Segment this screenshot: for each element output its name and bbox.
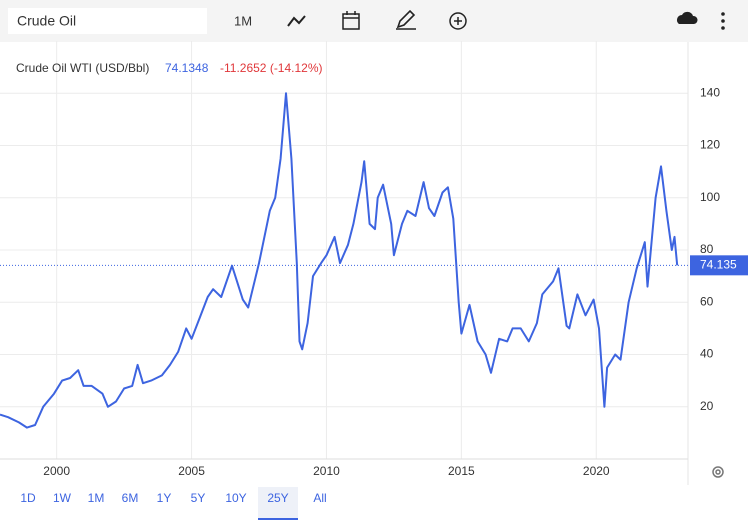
search-box[interactable] xyxy=(8,8,207,34)
menu-icon[interactable] xyxy=(721,12,725,30)
legend-price: 74.1348 xyxy=(165,61,209,75)
chart-type-icon[interactable] xyxy=(287,15,306,27)
last-value-box xyxy=(690,255,748,276)
interval-button[interactable]: 1M xyxy=(234,13,252,28)
y-tick-label: 80 xyxy=(700,242,714,256)
price-line xyxy=(0,92,679,429)
draw-icon[interactable] xyxy=(396,9,416,30)
range-button[interactable]: 1M xyxy=(88,491,105,505)
y-tick-label: 60 xyxy=(700,294,714,308)
legend-change: -11.2652 (-14.12%) xyxy=(220,61,323,75)
x-tick-label: 2005 xyxy=(178,464,205,478)
y-tick-label: 120 xyxy=(700,138,720,152)
legend-title: Crude Oil WTI (USD/Bbl) xyxy=(16,61,149,75)
settings-icon[interactable] xyxy=(712,466,724,478)
add-icon[interactable] xyxy=(449,12,467,30)
x-tick-label: 2010 xyxy=(313,464,340,478)
range-button[interactable]: 5Y xyxy=(191,491,206,505)
y-tick-label: 20 xyxy=(700,399,714,413)
range-button[interactable]: All xyxy=(313,491,326,505)
range-buttons: 1D 1W 1M 6M 1Y 5Y 10Y 25Y All xyxy=(20,487,327,520)
range-button[interactable]: 1D xyxy=(20,491,36,505)
last-value-label: 74.135 xyxy=(700,257,737,271)
range-button[interactable]: 1W xyxy=(53,491,72,505)
y-tick-label: 40 xyxy=(700,347,714,361)
range-button[interactable]: 1Y xyxy=(157,491,172,505)
range-button[interactable]: 10Y xyxy=(225,491,246,505)
range-button[interactable]: 25Y xyxy=(267,491,288,505)
x-tick-label: 2000 xyxy=(43,464,70,478)
y-tick-label: 140 xyxy=(700,85,720,99)
range-active-bg xyxy=(258,487,298,520)
search-text[interactable]: Crude Oil xyxy=(17,13,76,29)
x-tick-label: 2020 xyxy=(583,464,610,478)
download-icon[interactable] xyxy=(677,11,698,24)
range-button[interactable]: 6M xyxy=(122,491,139,505)
x-tick-label: 2015 xyxy=(448,464,475,478)
y-tick-label: 100 xyxy=(700,190,720,204)
calendar-icon[interactable] xyxy=(342,11,360,30)
